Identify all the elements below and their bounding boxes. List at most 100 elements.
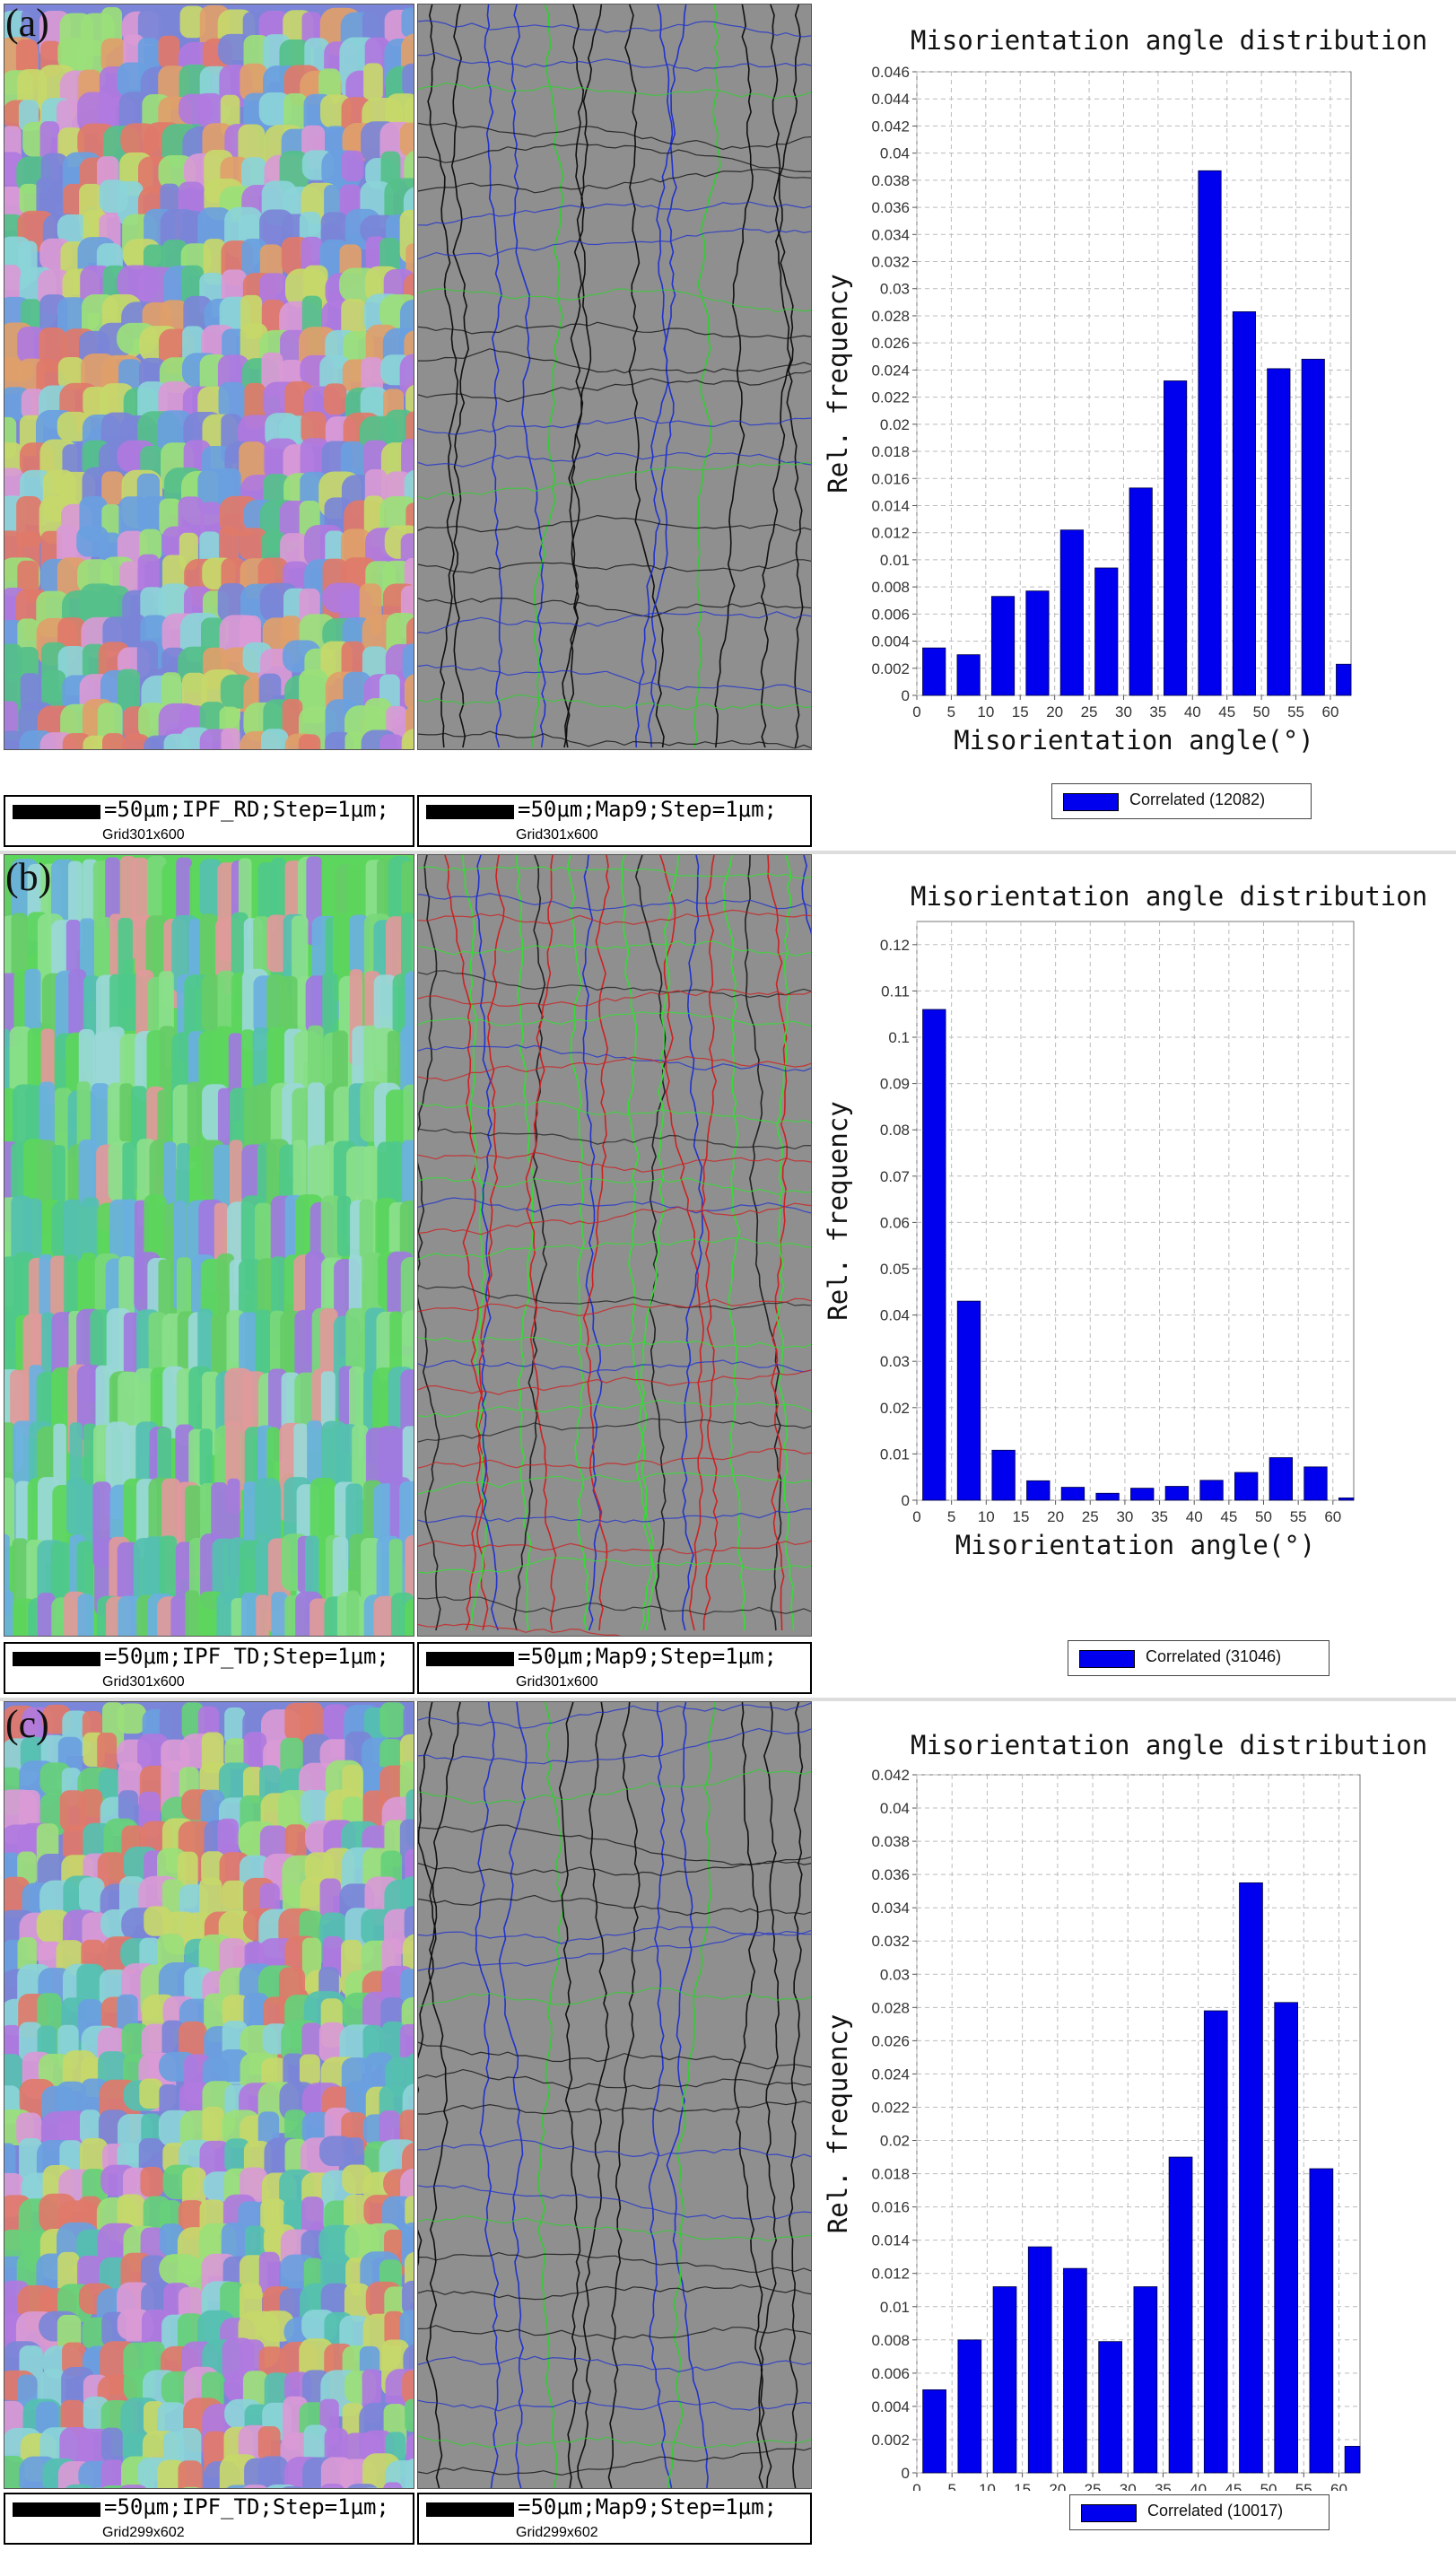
grain xyxy=(100,38,127,74)
grain xyxy=(240,2167,268,2203)
grain xyxy=(19,183,39,214)
grain-boundary xyxy=(418,611,811,634)
bar xyxy=(1098,2341,1122,2474)
grain-boundary xyxy=(667,1702,715,2488)
x-tick-label: 10 xyxy=(979,2481,996,2491)
bar xyxy=(1060,1487,1085,1501)
grain-boundary xyxy=(418,1557,811,1574)
grain xyxy=(218,381,246,421)
grain xyxy=(346,1590,360,1636)
grain xyxy=(117,668,141,711)
grain xyxy=(318,2022,346,2063)
grain xyxy=(15,39,39,75)
grain-boundary xyxy=(418,1540,811,1555)
grain xyxy=(399,2310,414,2349)
grain xyxy=(143,2341,165,2372)
legend-swatch xyxy=(1063,793,1119,811)
map-caption-text: =50μm;Map9;Step=1μm; xyxy=(518,797,777,822)
y-tick-label: 0.08 xyxy=(880,1122,910,1139)
grain xyxy=(176,1257,192,1326)
y-tick-label: 0.06 xyxy=(880,1214,910,1231)
grain xyxy=(139,2078,163,2109)
grain xyxy=(59,1790,86,1831)
grain-boundary xyxy=(418,866,811,879)
grain xyxy=(97,1852,127,1891)
map-grid-text: Grid299x602 xyxy=(516,2525,598,2540)
grain xyxy=(402,643,414,682)
grain-boundary xyxy=(418,1044,811,1072)
x-tick-label: 0 xyxy=(912,1508,920,1525)
y-tick-label: 0.01 xyxy=(880,552,910,569)
boundary-map xyxy=(417,854,812,1637)
bar xyxy=(1234,1472,1259,1501)
boundary-map xyxy=(417,4,812,750)
y-tick-label: 0.008 xyxy=(871,579,910,596)
grain-boundary xyxy=(648,1702,673,2488)
grain-boundary xyxy=(418,893,811,912)
y-tick-label: 0 xyxy=(902,2465,910,2482)
y-tick-label: 0.002 xyxy=(871,660,910,677)
chart-legend: Correlated (10017) xyxy=(1069,2494,1330,2530)
grain xyxy=(101,471,124,505)
y-tick-label: 0.028 xyxy=(871,308,910,325)
x-tick-label: 10 xyxy=(977,703,994,721)
grain xyxy=(57,411,92,441)
grain xyxy=(105,857,120,930)
grain-boundary xyxy=(647,4,687,748)
boundary-map-image xyxy=(418,4,811,749)
x-tick-label: 55 xyxy=(1295,2481,1312,2491)
y-tick-label: 0.024 xyxy=(871,362,910,379)
grain xyxy=(257,2456,289,2488)
y-tick-label: 0.038 xyxy=(871,1833,910,1850)
panel-divider xyxy=(0,851,1456,854)
grain xyxy=(239,528,268,560)
grain-boundary xyxy=(418,1359,811,1374)
grain xyxy=(221,728,240,749)
grain-boundary xyxy=(418,1418,811,1443)
ipf-grid-text: Grid299x602 xyxy=(102,2525,185,2540)
grain xyxy=(39,1081,55,1153)
chart-legend: Correlated (31046) xyxy=(1068,1640,1330,1676)
grain-boundary xyxy=(418,1987,811,2007)
panel-label: (c) xyxy=(5,1702,49,1746)
chart-c: Misorientation angle distribution 0 0.002… xyxy=(816,1701,1456,2559)
y-tick-label: 0.044 xyxy=(871,91,910,108)
grain xyxy=(242,1767,265,1804)
y-tick-label: 0.026 xyxy=(871,2032,910,2049)
bar xyxy=(1203,2010,1228,2474)
grain xyxy=(140,445,163,477)
x-tick-label: 20 xyxy=(1046,703,1063,721)
bar xyxy=(922,1009,946,1501)
bar xyxy=(1232,311,1256,696)
y-tick-label: 0.014 xyxy=(871,497,910,514)
grain xyxy=(320,2252,352,2291)
grain-boundary xyxy=(418,2139,811,2159)
grain xyxy=(145,915,169,983)
grain-boundary xyxy=(418,730,811,749)
grain-boundary xyxy=(418,1151,811,1173)
grain-boundary xyxy=(418,1297,811,1317)
grain xyxy=(219,1938,247,1976)
y-tick-label: 0.036 xyxy=(871,1866,910,1883)
y-tick-label: 0.02 xyxy=(880,2133,910,2150)
x-tick-label: 50 xyxy=(1253,703,1270,721)
y-tick-label: 0.12 xyxy=(880,937,910,954)
grain-boundary xyxy=(498,1702,527,2488)
grain xyxy=(117,1703,147,1734)
y-tick-label: 0.042 xyxy=(871,118,910,135)
y-tick-label: 0.03 xyxy=(880,1966,910,1983)
grain xyxy=(202,2106,224,2149)
grain-boundary xyxy=(418,1285,811,1310)
grain-boundary xyxy=(418,2447,811,2476)
grain-boundary xyxy=(624,4,665,748)
grain xyxy=(19,2022,42,2062)
x-tick-label: 40 xyxy=(1186,1508,1203,1525)
chart-title: Misorientation angle distribution xyxy=(911,881,1428,912)
grain xyxy=(118,1595,142,1636)
bar xyxy=(992,2286,1017,2474)
y-tick-label: 0.032 xyxy=(871,1933,910,1950)
grain xyxy=(36,1909,72,1943)
x-tick-label: 30 xyxy=(1120,2481,1137,2491)
grain-boundary xyxy=(418,514,811,533)
grain xyxy=(98,1769,121,1799)
